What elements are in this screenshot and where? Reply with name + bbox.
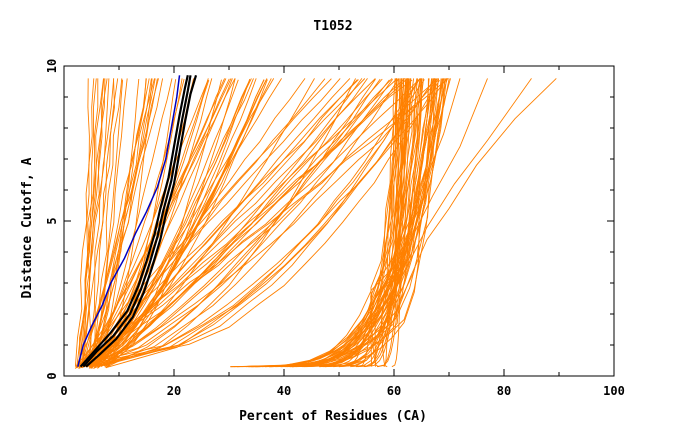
model-series-line (80, 78, 421, 368)
model-series-line (230, 78, 440, 368)
model-series-line (100, 79, 222, 367)
y-tick-label: 0 (45, 372, 59, 379)
model-series-line (97, 78, 393, 369)
x-tick-label: 40 (277, 384, 291, 398)
model-series-line (107, 78, 439, 366)
highlight-layer (77, 74, 198, 368)
model-series-line (82, 78, 368, 366)
model-series-line (86, 79, 209, 368)
x-tick-label: 60 (387, 384, 401, 398)
model-series-line (382, 78, 532, 315)
model-series-line (76, 78, 332, 367)
model-series-line (106, 78, 236, 367)
model-series-line (98, 79, 359, 368)
x-tick-label: 20 (167, 384, 181, 398)
highlight-series-line (79, 75, 189, 368)
model-series-line (236, 78, 423, 368)
model-series-line (76, 79, 425, 366)
model-series-line (81, 78, 119, 367)
model-series-line (91, 78, 147, 367)
y-tick-label: 5 (45, 217, 59, 224)
model-series-line (78, 78, 236, 369)
model-series-line (82, 78, 108, 367)
model-series-line (393, 78, 557, 321)
model-series-line (74, 78, 95, 367)
model-series-line (105, 78, 381, 368)
x-tick-label: 100 (603, 384, 625, 398)
chart-title: T1052 (313, 19, 352, 34)
model-series-line (85, 78, 156, 368)
model-series-line (80, 79, 440, 368)
model-series-line (377, 78, 461, 305)
model-series-line (91, 79, 124, 369)
model-series-line (104, 78, 408, 368)
y-axis-label: Distance Cutoff, A (20, 157, 35, 298)
model-series-line (255, 78, 398, 368)
model-series-line (370, 78, 398, 367)
model-series-line (289, 78, 423, 368)
model-series-line (87, 78, 110, 367)
model-series-line (88, 78, 164, 367)
model-series-line (370, 78, 407, 368)
model-series-line (95, 78, 233, 366)
model-series-line (319, 78, 397, 368)
model-series-line (90, 78, 257, 369)
model-series-line (280, 78, 448, 368)
model-series-line (249, 78, 436, 368)
ticks-layer: 0 20 40 60 80 100 0 5 10 (45, 59, 625, 398)
model-series-line (105, 79, 419, 369)
model-series-line (87, 79, 268, 368)
series-layer (74, 78, 557, 369)
x-tick-label: 80 (497, 384, 511, 398)
model-series-line (82, 78, 230, 366)
highlight-series-line (77, 75, 181, 367)
model-series-line (357, 78, 436, 368)
y-tick-label: 10 (45, 59, 59, 73)
model-series-line (91, 78, 351, 368)
model-series-line (92, 78, 213, 367)
highlight-series-line (82, 75, 192, 368)
model-series-line (97, 78, 357, 368)
model-series-line (95, 78, 376, 366)
model-series-line (377, 78, 488, 312)
model-series-line (93, 79, 251, 369)
model-series-line (93, 79, 239, 369)
highlight-series-line (85, 74, 198, 368)
model-series-line (91, 78, 123, 367)
model-series-line (338, 78, 411, 368)
x-axis-label: Percent of Residues (CA) (239, 409, 427, 424)
model-series-line (81, 79, 413, 369)
model-series-line (83, 78, 97, 367)
x-tick-label: 0 (60, 384, 67, 398)
model-series-line (74, 78, 366, 369)
model-series-line (80, 78, 99, 367)
